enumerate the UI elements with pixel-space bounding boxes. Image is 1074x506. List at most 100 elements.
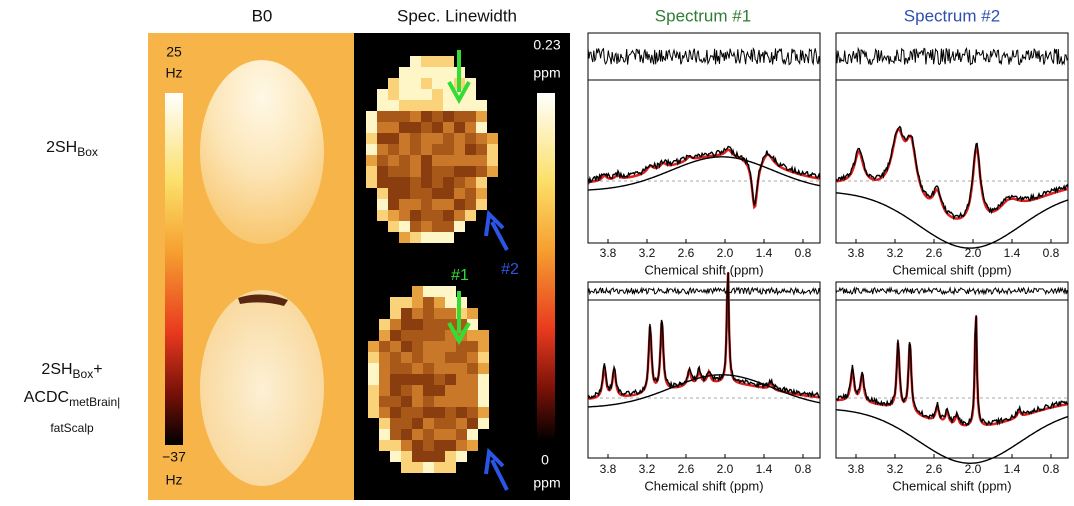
map-pixel (443, 221, 454, 232)
map-pixel (445, 396, 456, 407)
colorbar-label: ppm (533, 475, 560, 491)
x-tick-label: 3.8 (848, 246, 865, 260)
map-pixel (421, 122, 432, 133)
fit-curve (836, 316, 1069, 427)
map-pixel (377, 177, 388, 188)
map-pixel (410, 100, 421, 111)
map-pixel (388, 111, 399, 122)
map-pixel (432, 89, 443, 100)
map-pixel (456, 407, 467, 418)
map-pixel (443, 133, 454, 144)
map-pixel (368, 363, 379, 374)
map-pixel (443, 155, 454, 166)
map-pixel (465, 78, 476, 89)
spectrum-curve (835, 125, 1069, 221)
map-pixel (423, 396, 434, 407)
map-pixel (388, 166, 399, 177)
map-pixel (478, 418, 489, 429)
map-pixel (401, 451, 412, 462)
map-pixel (423, 440, 434, 451)
residual-curve (835, 285, 1069, 296)
map-pixel (377, 188, 388, 199)
map-pixel (388, 221, 399, 232)
map-pixel (366, 111, 377, 122)
row-label-part: ACDC (24, 389, 69, 406)
map-pixel (379, 407, 390, 418)
residual-curve (835, 46, 1069, 66)
x-tick-label: 1.4 (1004, 246, 1021, 260)
row-label-part: Box (73, 367, 94, 381)
colorbar-label: −37 (162, 449, 186, 465)
map-pixel (487, 166, 498, 177)
x-axis-label: Chemical shift (ppm) (644, 478, 763, 493)
map-pixel (410, 155, 421, 166)
map-pixel (467, 308, 478, 319)
map-pixel (379, 396, 390, 407)
map-pixel (467, 407, 478, 418)
map-pixel (421, 89, 432, 100)
map-pixel (423, 429, 434, 440)
arrow (484, 447, 509, 491)
map-pixel (465, 122, 476, 133)
map-pixel (456, 352, 467, 363)
map-pixel (423, 462, 434, 473)
map-pixel (434, 440, 445, 451)
map-pixel (379, 374, 390, 385)
map-pixel (476, 166, 487, 177)
map-pixel (445, 385, 456, 396)
map-pixel (432, 133, 443, 144)
map-pixel (434, 418, 445, 429)
map-pixel (476, 133, 487, 144)
colorbar-label: Hz (165, 472, 182, 488)
map-pixel (401, 308, 412, 319)
map-pixel (366, 144, 377, 155)
map-pixel (379, 440, 390, 451)
map-pixel (445, 341, 456, 352)
map-pixel (410, 210, 421, 221)
map-pixel (443, 166, 454, 177)
fit-curve (835, 127, 1069, 220)
map-pixel (399, 89, 410, 100)
map-pixel (412, 363, 423, 374)
map-pixel (377, 100, 388, 111)
map-pixel (423, 352, 434, 363)
map-pixel (390, 330, 401, 341)
map-pixel (467, 330, 478, 341)
map-pixel (377, 166, 388, 177)
map-pixel (390, 374, 401, 385)
x-tick-label: 2.0 (717, 246, 734, 260)
map-pixel (410, 67, 421, 78)
map-pixel (443, 144, 454, 155)
x-tick-label: 0.8 (1043, 462, 1060, 476)
map-pixel (377, 210, 388, 221)
map-pixel (412, 418, 423, 429)
colorbar-label: Hz (165, 65, 182, 81)
baseline-curve (588, 374, 821, 408)
x-tick-label: 2.0 (717, 462, 734, 476)
map-pixel (390, 319, 401, 330)
map-pixel (410, 232, 421, 243)
map-pixel (423, 374, 434, 385)
map-pixel (412, 286, 423, 297)
row-label: 2SHBox (46, 139, 98, 159)
map-pixel (434, 297, 445, 308)
map-pixel (388, 177, 399, 188)
map-pixel (445, 297, 456, 308)
map-pixel (456, 297, 467, 308)
map-pixel (377, 89, 388, 100)
map-pixel (467, 440, 478, 451)
map-pixel (401, 319, 412, 330)
row-label-part: metBrain| (69, 395, 120, 409)
map-pixel (432, 155, 443, 166)
map-pixel (410, 56, 421, 67)
map-pixel (445, 286, 456, 297)
map-pixel (368, 352, 379, 363)
map-pixel (366, 155, 377, 166)
map-pixel (421, 155, 432, 166)
plot-box (835, 79, 1069, 244)
map-pixel (454, 122, 465, 133)
map-pixel (467, 319, 478, 330)
map-pixel (377, 199, 388, 210)
map-pixel (467, 363, 478, 374)
